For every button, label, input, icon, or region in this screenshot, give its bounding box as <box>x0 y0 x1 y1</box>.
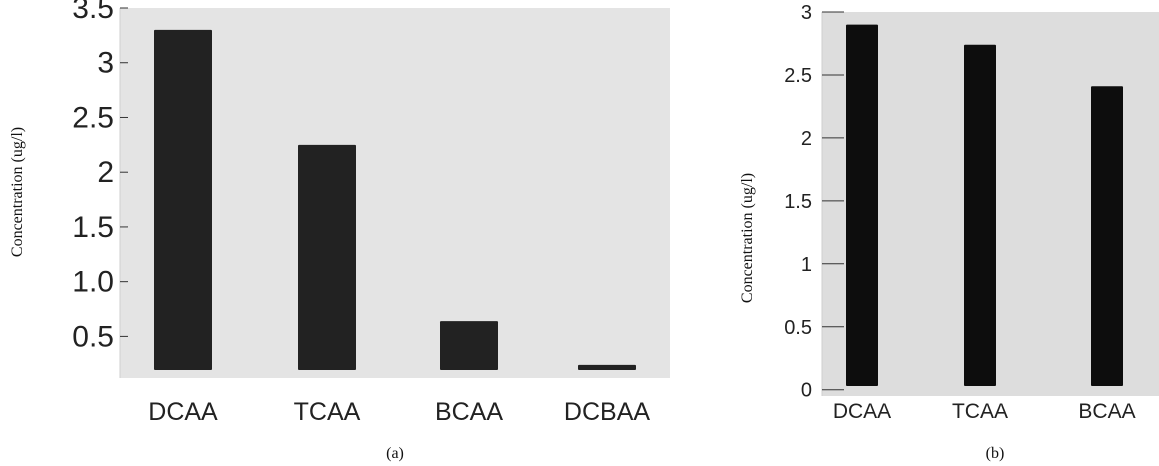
y-tick-label: 1.5 <box>72 211 114 244</box>
bar-dcaa <box>846 24 878 387</box>
bar-tcaa <box>964 44 996 386</box>
bar-tcaa <box>298 144 356 370</box>
y-tick-label: 1 <box>801 254 812 276</box>
y-tick-label: 3.5 <box>72 0 114 25</box>
chart-panel-a: 0.5 1.0 1.5 2 2.5 3 3.5 DCAA TCAA BCAA DCBAA Conc… <box>9 0 670 462</box>
bar-dcbaa <box>578 364 636 370</box>
y-tick-label: 1.5 <box>784 191 812 213</box>
bar-bcaa <box>440 321 498 370</box>
y-ticks-a: 0.5 1.0 1.5 2 2.5 3 3.5 <box>72 0 128 353</box>
category-label: TCAA <box>294 398 361 426</box>
y-tick-label: 0.5 <box>784 317 812 339</box>
panel-label-a: (a) <box>386 445 404 462</box>
bar-bcaa <box>1091 86 1123 386</box>
y-tick-label: 3 <box>97 47 114 80</box>
category-label: BCAA <box>435 398 503 426</box>
category-label: BCAA <box>1078 400 1135 423</box>
y-tick-label: 2 <box>97 156 114 189</box>
y-tick-label: 0.5 <box>72 320 114 353</box>
y-tick-label: 2 <box>801 128 812 150</box>
chart-panel-b: 0 0.5 1 1.5 2 2.5 3 DCAA TCAA BCAA Concentration… <box>739 2 1159 462</box>
bars-b <box>846 24 1123 387</box>
bars-a <box>154 29 636 370</box>
y-tick-label: 1.0 <box>72 266 114 299</box>
y-tick-label: 0 <box>801 380 812 402</box>
category-labels-a: DCAA TCAA BCAA DCBAA <box>148 398 650 426</box>
y-tick-label: 2.5 <box>784 65 812 87</box>
panel-label-b: (b) <box>986 445 1005 462</box>
y-tick-label: 3 <box>801 2 812 24</box>
y-ticks-b: 0 0.5 1 1.5 2 2.5 3 <box>784 2 844 402</box>
bar-dcaa <box>154 29 212 370</box>
category-label: DCBAA <box>564 398 650 426</box>
y-axis-title-b: Concentration (ug/l) <box>739 173 756 303</box>
y-tick-label: 2.5 <box>72 101 114 134</box>
category-label: DCAA <box>833 400 891 423</box>
category-label: TCAA <box>952 400 1008 423</box>
category-label: DCAA <box>148 398 218 426</box>
y-axis-title-a: Concentration (ug/l) <box>9 127 26 257</box>
category-labels-b: DCAA TCAA BCAA <box>833 400 1136 423</box>
